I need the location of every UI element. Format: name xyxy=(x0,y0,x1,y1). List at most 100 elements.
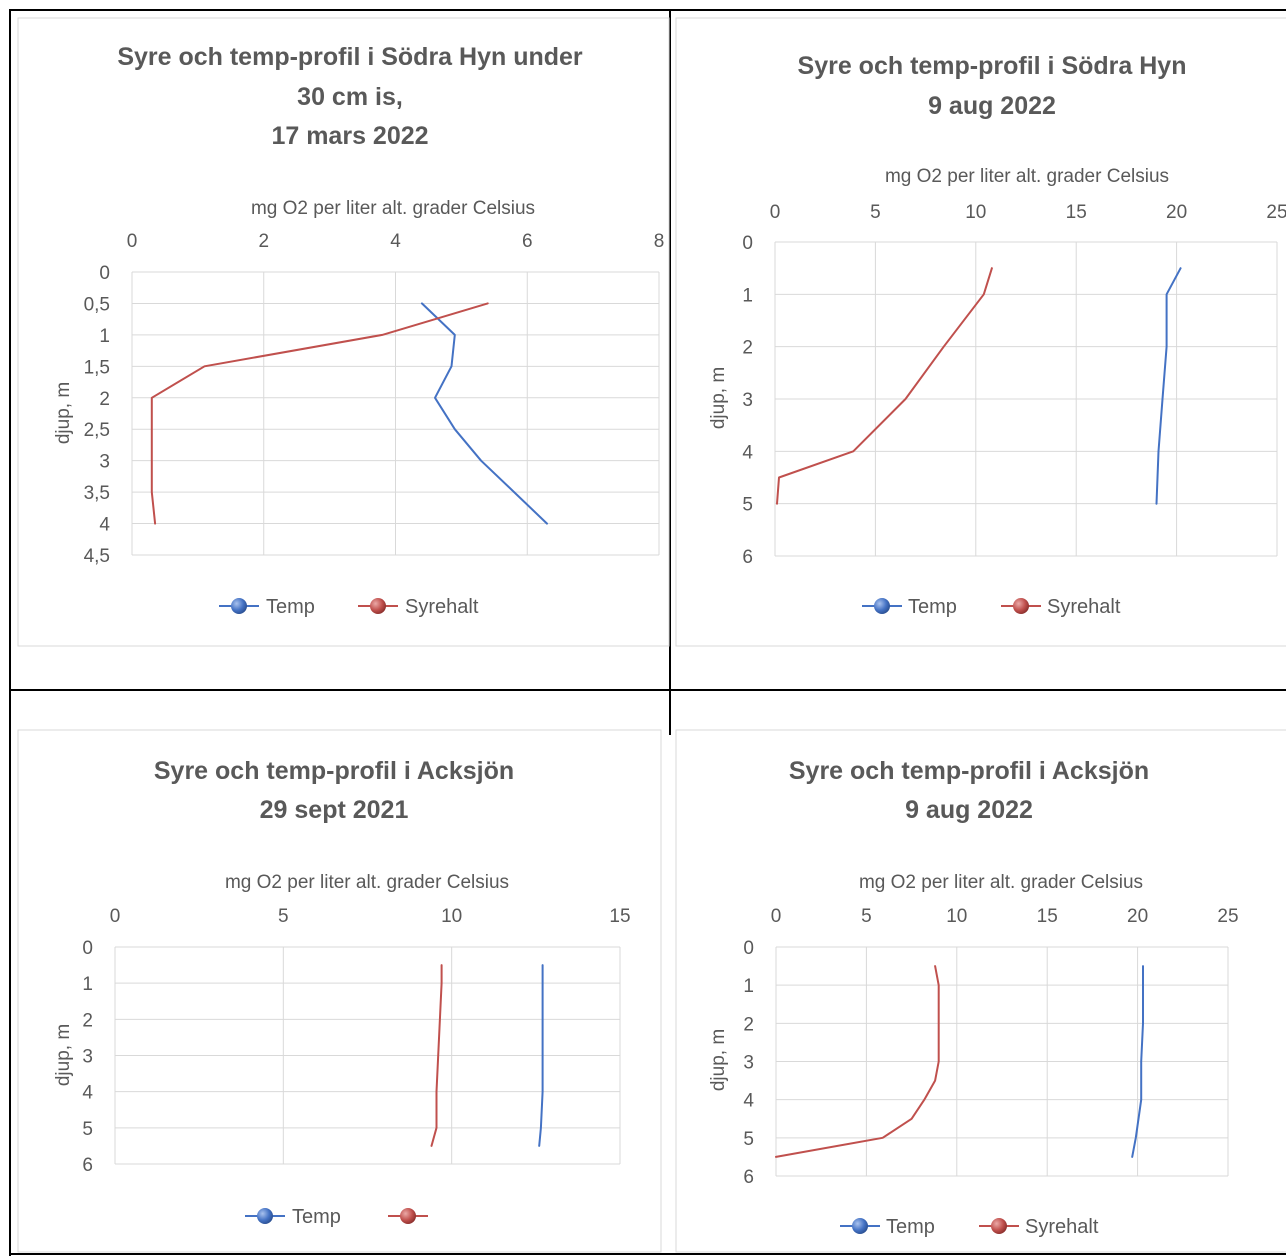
y-tick-label: 0 xyxy=(743,938,754,959)
chart-panel-border xyxy=(675,17,1286,647)
x-axis-title: mg O2 per liter alt. grader Celsius xyxy=(251,198,535,219)
y-axis-title: djup, m xyxy=(708,367,729,429)
y-tick-label: 0 xyxy=(742,233,753,254)
y-axis-title: djup, m xyxy=(53,1024,74,1086)
y-tick-label: 2 xyxy=(743,1014,754,1035)
syrehalt-series-line xyxy=(430,964,443,1147)
chart-panel-border xyxy=(675,729,1286,1253)
chart-title-line-2: 9 aug 2022 xyxy=(928,92,1056,120)
chart-sodra-hyn-aug: Syre och temp-profil i Södra Hyn 9 aug 2… xyxy=(675,17,1286,647)
y-tick-label: 4,5 xyxy=(84,546,110,567)
chart-title-line-3: 17 mars 2022 xyxy=(271,122,428,150)
x-tick-label: 5 xyxy=(861,906,872,927)
y-tick-label: 6 xyxy=(742,547,753,568)
y-tick-label: 2,5 xyxy=(84,420,110,441)
chart-sodra-hyn-mars: Syre och temp-profil i Södra Hyn under 3… xyxy=(17,17,670,647)
y-tick-label: 6 xyxy=(82,1155,93,1176)
y-tick-label: 4 xyxy=(99,515,110,536)
y-tick-label: 2 xyxy=(82,1010,93,1031)
chart-title-line-1: Syre och temp-profil i Acksjön xyxy=(789,757,1149,785)
y-axis-title: djup, m xyxy=(708,1029,729,1091)
temp-series-line xyxy=(1155,267,1182,505)
legend-label-temp: Temp xyxy=(886,1216,935,1238)
legend-marker-unnamed xyxy=(400,1208,416,1224)
x-tick-label: 5 xyxy=(870,202,881,223)
y-tick-label: 6 xyxy=(743,1167,754,1188)
x-axis-title: mg O2 per liter alt. grader Celsius xyxy=(859,872,1143,893)
x-tick-label: 15 xyxy=(1037,906,1058,927)
x-tick-label: 10 xyxy=(946,906,967,927)
y-tick-label: 0 xyxy=(99,263,110,284)
temp-series-line xyxy=(420,302,548,525)
x-tick-label: 6 xyxy=(522,231,533,252)
legend: Temp Syrehalt xyxy=(219,596,479,618)
chart-title-line-1: Syre och temp-profil i Södra Hyn under xyxy=(117,43,583,71)
y-tick-label: 4 xyxy=(743,1091,754,1112)
x-tick-label: 2 xyxy=(258,231,269,252)
chart-panel-border xyxy=(17,729,662,1253)
x-tick-label: 0 xyxy=(771,906,782,927)
legend-marker-temp xyxy=(874,598,890,614)
legend-label-syrehalt: Syrehalt xyxy=(1025,1216,1099,1238)
y-tick-label: 3 xyxy=(742,390,753,411)
y-tick-label: 4 xyxy=(82,1083,93,1104)
syrehalt-series-line xyxy=(150,302,489,525)
x-tick-label: 25 xyxy=(1266,202,1286,223)
chart-acksjon-aug: Syre och temp-profil i Acksjön 9 aug 202… xyxy=(675,729,1286,1253)
x-axis-title: mg O2 per liter alt. grader Celsius xyxy=(225,872,509,893)
legend-label-temp: Temp xyxy=(292,1206,341,1228)
legend: Temp Syrehalt xyxy=(862,596,1121,618)
y-tick-label: 1 xyxy=(742,285,753,306)
x-tick-label: 25 xyxy=(1217,906,1238,927)
x-tick-label: 4 xyxy=(390,231,401,252)
y-tick-label: 3 xyxy=(743,1053,754,1074)
table-frame xyxy=(9,9,1286,1256)
legend-marker-temp xyxy=(257,1208,273,1224)
x-tick-label: 20 xyxy=(1127,906,1148,927)
temp-series-line xyxy=(1131,965,1144,1158)
y-axis-title: djup, m xyxy=(53,382,74,444)
x-tick-label: 0 xyxy=(110,906,121,927)
legend: Temp xyxy=(245,1206,428,1228)
y-tick-label: 5 xyxy=(743,1129,754,1150)
y-tick-label: 3 xyxy=(82,1047,93,1068)
temp-series-line xyxy=(538,964,544,1147)
y-tick-label: 1,5 xyxy=(84,357,110,378)
syrehalt-series-line xyxy=(776,267,993,505)
chart-panel-border xyxy=(17,17,670,647)
x-tick-label: 15 xyxy=(1066,202,1087,223)
x-tick-label: 0 xyxy=(770,202,781,223)
legend-label-temp: Temp xyxy=(908,596,957,618)
y-tick-label: 5 xyxy=(82,1119,93,1140)
y-tick-label: 3 xyxy=(99,452,110,473)
chart-acksjon-sept: Syre och temp-profil i Acksjön 29 sept 2… xyxy=(17,729,662,1253)
syrehalt-series-line xyxy=(775,965,940,1158)
legend-label-syrehalt: Syrehalt xyxy=(405,596,479,618)
y-tick-label: 2 xyxy=(99,389,110,410)
chart-title-line-1: Syre och temp-profil i Acksjön xyxy=(154,757,514,785)
x-tick-label: 10 xyxy=(441,906,462,927)
y-tick-label: 0 xyxy=(82,938,93,959)
legend-label-syrehalt: Syrehalt xyxy=(1047,596,1121,618)
y-tick-label: 2 xyxy=(742,338,753,359)
x-tick-label: 15 xyxy=(609,906,630,927)
legend-marker-temp xyxy=(231,598,247,614)
y-tick-label: 1 xyxy=(82,974,93,995)
y-tick-label: 3,5 xyxy=(84,483,110,504)
legend-marker-syrehalt xyxy=(370,598,386,614)
y-tick-label: 5 xyxy=(742,495,753,516)
x-tick-label: 0 xyxy=(127,231,138,252)
chart-title-line-1: Syre och temp-profil i Södra Hyn xyxy=(798,52,1187,80)
y-tick-label: 1 xyxy=(743,976,754,997)
legend: Temp Syrehalt xyxy=(840,1216,1099,1238)
legend-marker-syrehalt xyxy=(991,1218,1007,1234)
legend-marker-syrehalt xyxy=(1013,598,1029,614)
y-tick-label: 0,5 xyxy=(84,294,110,315)
legend-marker-temp xyxy=(852,1218,868,1234)
x-tick-label: 20 xyxy=(1166,202,1187,223)
y-tick-label: 4 xyxy=(742,442,753,463)
x-tick-label: 8 xyxy=(654,231,665,252)
chart-title-line-2: 30 cm is, xyxy=(297,83,403,111)
